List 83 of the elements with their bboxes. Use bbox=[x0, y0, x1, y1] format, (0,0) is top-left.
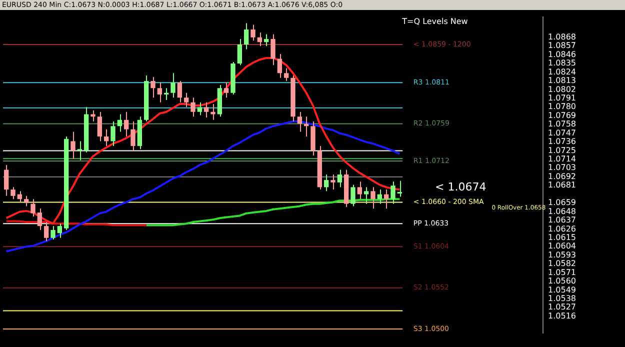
y-tick-label: 1.0692 bbox=[548, 172, 576, 181]
y-tick-label: 1.0681 bbox=[548, 180, 576, 190]
candlestick bbox=[390, 181, 396, 204]
y-tick-label: 1.0626 bbox=[548, 224, 576, 234]
candlestick bbox=[77, 140, 82, 161]
y-tick-label: 1.0538 bbox=[548, 294, 576, 303]
y-tick-label: 1.0813 bbox=[548, 76, 576, 86]
y-tick-label: 1.0615 bbox=[548, 232, 576, 242]
y-tick-label: 1.0527 bbox=[548, 302, 576, 312]
y-tick-label: 1.0824 bbox=[548, 67, 576, 76]
candlestick bbox=[370, 186, 376, 210]
candlestick bbox=[377, 189, 382, 204]
candlestick bbox=[24, 195, 29, 207]
candlestick bbox=[330, 174, 336, 190]
candlestick bbox=[4, 164, 9, 196]
candlestick bbox=[197, 102, 202, 116]
candlestick bbox=[350, 184, 356, 207]
candlestick bbox=[284, 68, 289, 82]
candlestick bbox=[50, 226, 56, 240]
y-tick-label: 1.0780 bbox=[548, 102, 576, 112]
candlestick bbox=[297, 111, 302, 132]
candlestick bbox=[324, 174, 329, 192]
y-tick-label: 1.0802 bbox=[548, 84, 576, 94]
candlestick bbox=[10, 186, 16, 200]
y-tick-label: 1.0747 bbox=[548, 128, 576, 138]
candlestick bbox=[337, 169, 342, 188]
annotation: < 1.0674 bbox=[435, 180, 486, 194]
candlestick bbox=[130, 120, 136, 152]
candlestick bbox=[210, 103, 216, 120]
candlestick bbox=[244, 22, 249, 50]
candlestick bbox=[117, 114, 122, 132]
y-tick-label: 1.0648 bbox=[548, 206, 576, 216]
candlestick bbox=[277, 54, 282, 78]
y-tick-label: 1.0758 bbox=[548, 120, 576, 129]
y-tick-label: 1.0560 bbox=[548, 276, 576, 286]
y-tick-label: 1.0846 bbox=[548, 50, 576, 59]
y-tick-label: 1.0516 bbox=[548, 311, 576, 320]
candlestick bbox=[124, 111, 129, 137]
candlestick bbox=[90, 110, 96, 122]
y-tick-label: 1.0703 bbox=[548, 163, 576, 172]
candlestick bbox=[30, 198, 36, 218]
candlestick bbox=[57, 223, 62, 238]
y-tick-label: 1.0791 bbox=[548, 94, 576, 103]
y-tick-label: 1.0725 bbox=[548, 146, 576, 155]
candlestick bbox=[37, 208, 42, 230]
y-tick-label: 1.0582 bbox=[548, 259, 576, 268]
y-tick-label: 1.0637 bbox=[548, 216, 576, 225]
candlestick bbox=[257, 32, 262, 47]
candlestick bbox=[204, 102, 209, 118]
y-tick-label: 1.0835 bbox=[548, 58, 576, 68]
y-tick-label: 1.0604 bbox=[548, 242, 576, 251]
candlestick bbox=[270, 34, 276, 66]
y-tick-label: 1.0769 bbox=[548, 110, 576, 120]
y-tick-label: 1.0659 bbox=[548, 198, 576, 208]
candlestick bbox=[397, 180, 402, 198]
y-tick-label: 1.0549 bbox=[548, 285, 576, 294]
y-tick-label: 1.0868 bbox=[548, 32, 576, 42]
candlestick bbox=[224, 82, 229, 98]
candlestick bbox=[164, 88, 169, 101]
candlestick bbox=[104, 128, 109, 146]
y-tick-label: 1.0857 bbox=[548, 41, 576, 50]
chart-title: T=Q Levels New bbox=[401, 16, 468, 26]
candlestick bbox=[177, 80, 182, 103]
y-tick-label: 1.0736 bbox=[548, 137, 576, 146]
candlestick bbox=[70, 131, 76, 160]
candlestick bbox=[17, 190, 22, 203]
y-tick-label: 1.0571 bbox=[548, 268, 576, 277]
candlestick bbox=[250, 24, 256, 42]
candlestick bbox=[364, 186, 369, 204]
candlestick bbox=[237, 38, 242, 66]
candlestick bbox=[97, 111, 102, 142]
candlestick bbox=[150, 76, 156, 98]
y-tick-label: 1.0593 bbox=[548, 250, 576, 260]
candlestick bbox=[170, 72, 176, 98]
candlestick bbox=[384, 189, 389, 210]
candlestick bbox=[110, 120, 116, 146]
candlestick bbox=[44, 222, 49, 242]
candlestick bbox=[157, 82, 162, 103]
y-tick-label: 1.0714 bbox=[548, 154, 576, 164]
candlestick bbox=[190, 97, 196, 118]
candlestick bbox=[264, 34, 269, 47]
candlestick bbox=[184, 92, 189, 108]
candlestick bbox=[357, 181, 362, 200]
